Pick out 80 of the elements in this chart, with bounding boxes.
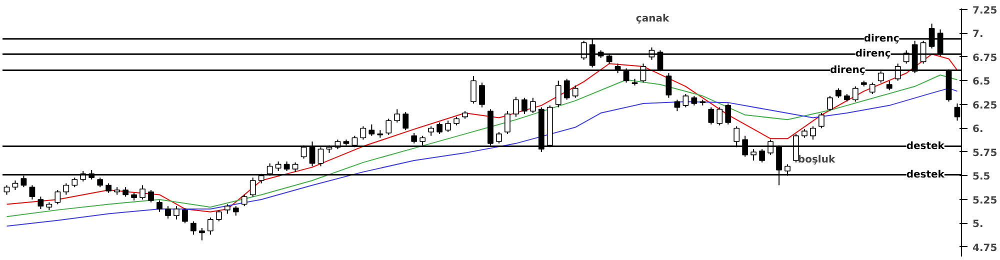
candlestick [232, 206, 239, 216]
candlestick [97, 177, 104, 188]
candlestick [496, 132, 502, 144]
candlestick [207, 217, 214, 236]
candlestick [852, 86, 858, 102]
candlestick [156, 200, 162, 212]
candlestick [190, 220, 196, 236]
candlestick [691, 95, 698, 106]
candlestick [886, 80, 892, 91]
candlestick [470, 75, 476, 104]
candlestick [716, 106, 723, 126]
candlestick [521, 97, 528, 114]
y-tick-label: 6.75 [972, 52, 998, 64]
candlestick [241, 194, 248, 207]
candlestick [63, 182, 70, 196]
candlestick [140, 184, 146, 200]
candlestick [759, 148, 766, 163]
candlestick [402, 112, 409, 131]
candlestick [216, 209, 222, 222]
candlestick [72, 177, 78, 188]
candlestick [386, 118, 392, 136]
y-tick-label: 6.25 [972, 100, 998, 112]
candlestick [682, 94, 689, 108]
candlestick [250, 177, 256, 198]
candlestick [182, 208, 188, 224]
ref-line-label: destek [906, 140, 945, 152]
candlestick [445, 120, 451, 133]
y-tick-label: 5. [972, 219, 984, 230]
y-tick-label: 5.75 [972, 148, 998, 159]
candlestick [275, 160, 282, 172]
candlestick [54, 189, 61, 205]
candlestick [869, 82, 876, 95]
candlestick [122, 186, 129, 198]
candlestick [29, 184, 36, 200]
y-tick-label: 6.5 [972, 76, 990, 88]
candlestick [292, 162, 298, 172]
candlestick [198, 227, 205, 241]
ref-line-label: direnç [855, 48, 891, 60]
candlestick [818, 112, 824, 129]
candlestick [810, 126, 816, 140]
candlestick [725, 103, 732, 125]
y-tick-label: 4.75 [972, 243, 998, 254]
candlestick [827, 95, 833, 112]
candlestick [750, 148, 757, 162]
candlestick [513, 96, 519, 118]
candlestick [835, 88, 842, 98]
candlestick [479, 82, 485, 108]
candlestick [394, 108, 400, 124]
y-tick-label: 6. [972, 124, 984, 136]
candlestick [4, 184, 10, 196]
candlestick [360, 126, 366, 140]
annotation: çanak [636, 14, 670, 24]
y-tick-label: 7.25 [972, 5, 998, 16]
candlestick [555, 80, 562, 108]
candlestick [504, 110, 510, 134]
candlestick [708, 106, 714, 125]
annotation: boşluk [798, 154, 836, 166]
candlestick [165, 206, 171, 219]
ref-line-label: direnç [830, 64, 866, 76]
candlestick [38, 196, 44, 210]
ref-line-label: direnç [864, 33, 900, 44]
y-tick-label: 5.5 [972, 172, 990, 183]
candlestick [436, 122, 443, 134]
candlestick [224, 204, 230, 214]
candlestick [148, 189, 154, 203]
candlestick [411, 132, 418, 144]
candlestick [12, 180, 18, 190]
y-tick-label: 7. [972, 29, 984, 40]
ref-line-label: destek [906, 169, 945, 180]
candlestick [564, 78, 570, 100]
candlestick [530, 97, 536, 114]
candlestick [666, 72, 672, 98]
candlestick [174, 206, 180, 220]
candlestick [106, 182, 112, 194]
candlestick [428, 126, 434, 136]
y-tick-label: 5.25 [972, 195, 998, 206]
candlestick [284, 160, 290, 172]
candlestick [674, 99, 680, 112]
candlestick [368, 124, 375, 136]
candlestick [572, 84, 578, 98]
